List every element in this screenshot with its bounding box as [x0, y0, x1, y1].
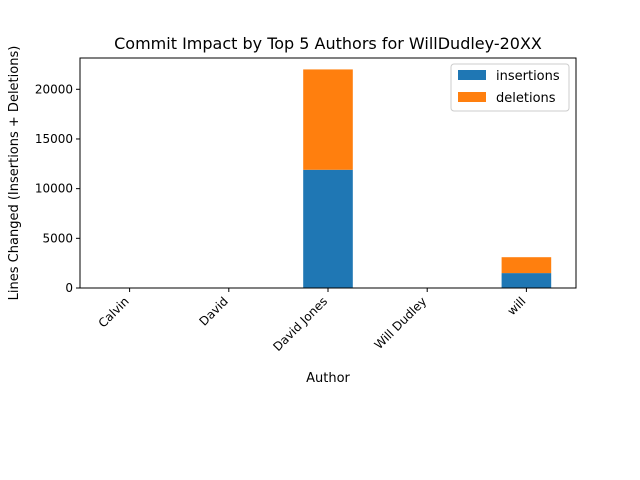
y-axis: 0 5000 10000 15000 20000 — [35, 82, 80, 295]
legend-label-deletions: deletions — [496, 91, 556, 106]
bars-layer — [303, 69, 552, 288]
bar-insertions-4 — [501, 273, 552, 288]
legend-swatch-deletions — [458, 92, 486, 102]
bar-insertions-2 — [303, 169, 353, 288]
y-tick-label: 10000 — [35, 182, 73, 196]
bar-deletions-2 — [303, 69, 353, 170]
y-tick-label: 20000 — [35, 82, 73, 96]
y-tick-label: 5000 — [42, 231, 73, 245]
legend-label-insertions: insertions — [496, 69, 560, 84]
legend-swatch-insertions — [458, 70, 486, 80]
y-tick-label: 15000 — [35, 132, 73, 146]
y-tick-label: 0 — [65, 281, 73, 295]
chart-title: Commit Impact by Top 5 Authors for WillD… — [114, 34, 542, 53]
y-axis-label: Lines Changed (Insertions + Deletions) — [7, 46, 22, 301]
plot-frame — [79, 57, 577, 289]
legend: insertions deletions — [450, 63, 570, 112]
bar-deletions-4 — [501, 257, 552, 274]
x-axis-label: Author — [306, 371, 350, 386]
